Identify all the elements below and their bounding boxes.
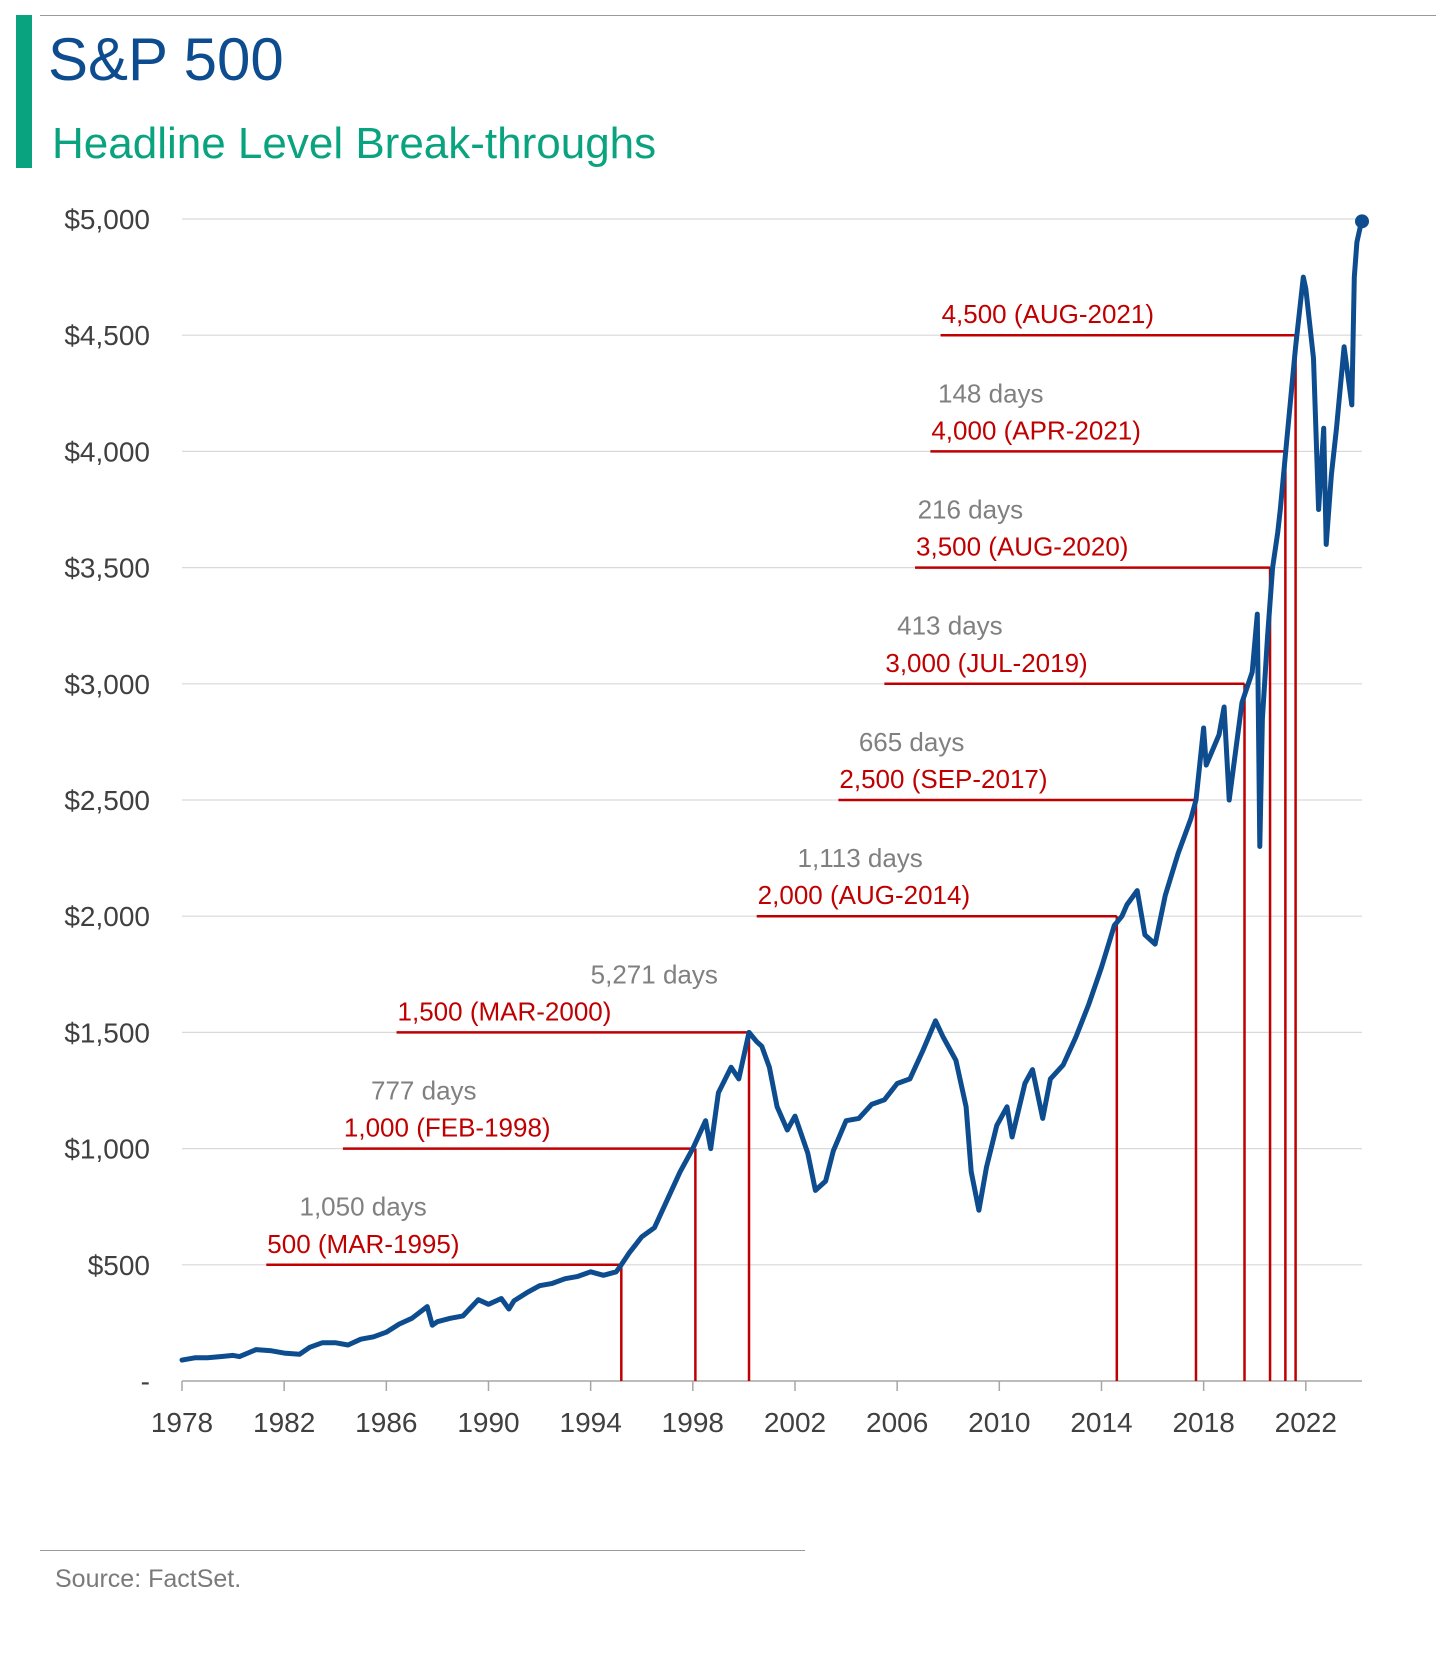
y-tick-label: $1,500 — [64, 1017, 150, 1048]
y-tick-label: $2,500 — [64, 785, 150, 816]
top-rule — [40, 15, 1436, 16]
x-tick-label: 1994 — [560, 1407, 622, 1438]
chart-title: S&P 500 — [48, 26, 284, 93]
y-tick-label: $1,000 — [64, 1134, 150, 1165]
x-tick-label: 2006 — [866, 1407, 928, 1438]
breakthrough-label: 2,000 (AUG-2014) — [758, 880, 970, 910]
x-tick-label: 2022 — [1275, 1407, 1337, 1438]
x-tick-label: 1978 — [151, 1407, 213, 1438]
breakthrough-label: 4,500 (AUG-2021) — [942, 299, 1154, 329]
days-between-label: 148 days — [938, 378, 1044, 408]
breakthrough-label: 4,000 (APR-2021) — [931, 415, 1141, 445]
x-tick-label: 2002 — [764, 1407, 826, 1438]
y-tick-label: $4,000 — [64, 436, 150, 467]
source-note: Source: FactSet. — [55, 1565, 242, 1593]
days-between-label: 1,113 days — [798, 843, 923, 873]
y-tick-label: $3,000 — [64, 669, 150, 700]
x-tick-label: 2014 — [1070, 1407, 1132, 1438]
y-tick-label: $3,500 — [64, 553, 150, 584]
days-between-label: 1,050 days — [299, 1192, 426, 1222]
breakthrough-label: 1,000 (FEB-1998) — [344, 1113, 551, 1143]
x-tick-label: 2010 — [968, 1407, 1030, 1438]
accent-bar — [16, 15, 32, 168]
y-tick-label: $2,000 — [64, 901, 150, 932]
sp500-price-line — [179, 216, 1365, 1363]
y-tick-label: - — [141, 1366, 150, 1397]
breakthrough-label: 1,500 (MAR-2000) — [398, 996, 612, 1026]
latest-value-marker — [1355, 214, 1369, 229]
line-chart: - $500 $1,000 $1,500 $2,000 $2,500 $3,000 $3,50… — [64, 204, 1369, 1438]
days-between-label: 777 days — [371, 1076, 477, 1106]
y-tick-label: $5,000 — [64, 204, 150, 235]
bottom-rule — [40, 1550, 805, 1551]
x-tick-label: 1998 — [662, 1407, 724, 1438]
x-tick-label: 1990 — [457, 1407, 519, 1438]
days-between-label: 413 days — [897, 611, 1003, 641]
breakthrough-label: 3,000 (JUL-2019) — [885, 648, 1087, 678]
days-between-label: 5,271 days — [591, 959, 718, 989]
breakthrough-label: 2,500 (SEP-2017) — [839, 764, 1047, 794]
x-tick-label: 1982 — [253, 1407, 315, 1438]
chart-subtitle: Headline Level Break-throughs — [52, 119, 657, 168]
x-tick-label: 2018 — [1172, 1407, 1234, 1438]
days-between-label: 216 days — [918, 495, 1024, 525]
x-tick-label: 1986 — [355, 1407, 417, 1438]
breakthrough-label: 3,500 (AUG-2020) — [916, 532, 1128, 562]
y-tick-label: $500 — [88, 1250, 150, 1281]
breakthrough-label: 500 (MAR-1995) — [267, 1229, 459, 1259]
days-between-label: 665 days — [859, 727, 965, 757]
y-tick-label: $4,500 — [64, 320, 150, 351]
